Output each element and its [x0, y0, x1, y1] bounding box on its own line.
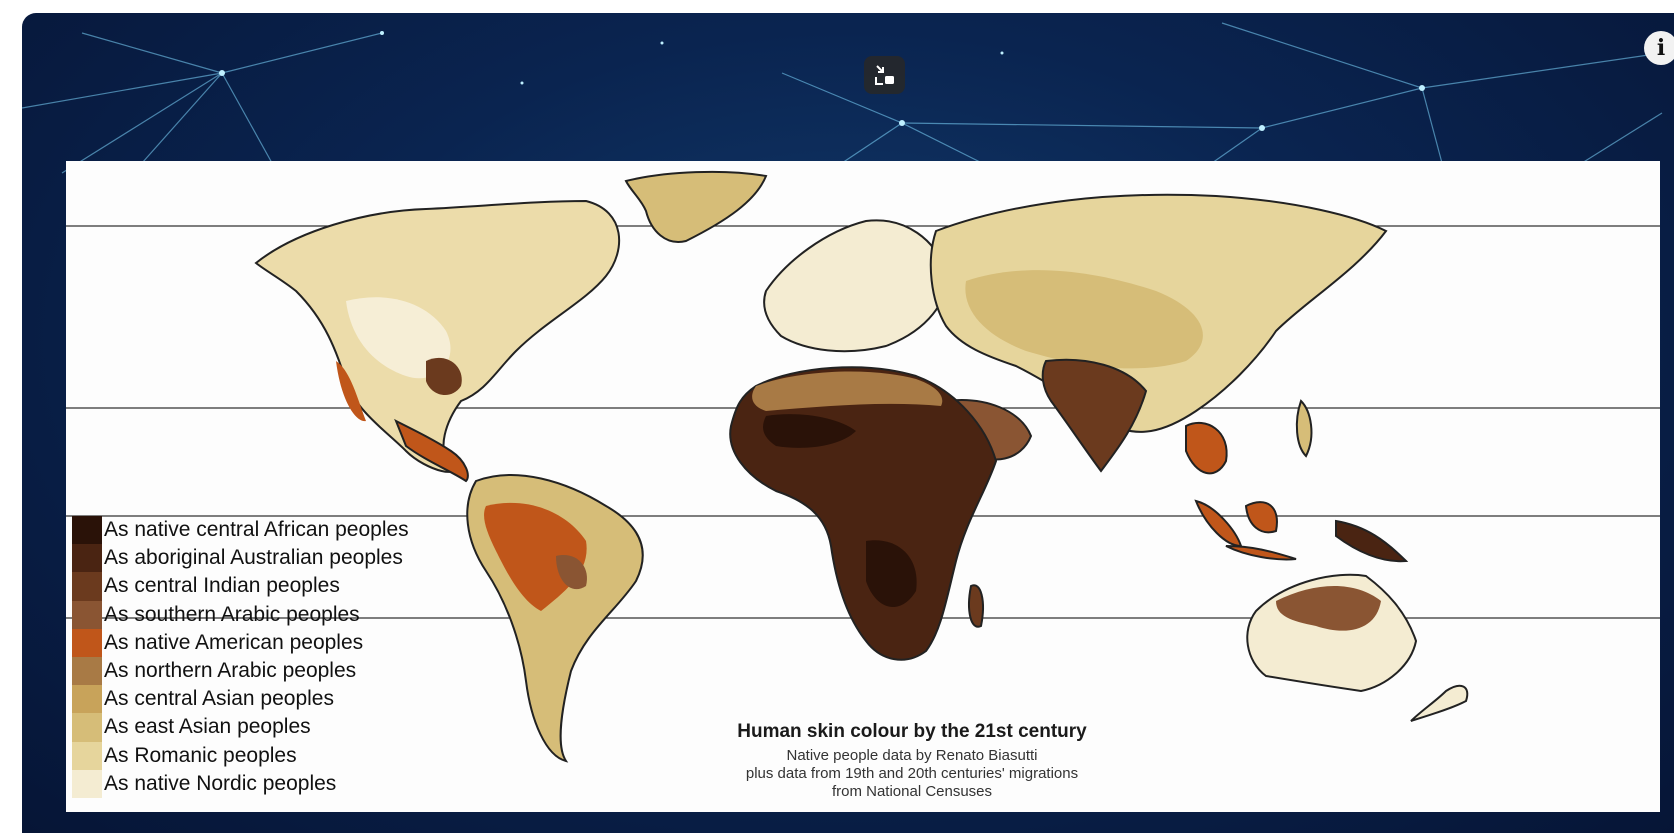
legend-label: As central Asian peoples: [104, 687, 334, 711]
legend-swatch: [72, 600, 102, 629]
legend-item: As southern Arabic peoples: [72, 600, 432, 629]
legend-label: As east Asian peoples: [104, 715, 311, 739]
legend-label: As southern Arabic peoples: [104, 602, 360, 626]
legend-item: As aboriginal Australian peoples: [72, 544, 432, 573]
legend-label: As native central African peoples: [104, 518, 409, 542]
video-frame[interactable]: As native central African peoples As abo…: [22, 13, 1674, 833]
legend-item: As central Asian peoples: [72, 685, 432, 714]
legend-label: As central Indian peoples: [104, 574, 340, 598]
network-background: [22, 22, 1663, 174]
map-subtitle-line: from National Censuses: [831, 783, 993, 800]
legend-swatch: [72, 685, 102, 714]
legend-swatch: [72, 572, 102, 601]
info-icon: i: [1656, 35, 1666, 61]
legend-swatch: [72, 516, 102, 545]
legend-swatch: [72, 769, 102, 798]
greenland: [624, 170, 768, 243]
legend-item: As central Indian peoples: [72, 572, 432, 601]
map-subtitle-line: plus data from 19th and 20th centuries' …: [745, 765, 1079, 782]
legend-swatch: [72, 713, 102, 742]
map-legend: As native central African peoples As abo…: [72, 516, 432, 798]
world-map: [66, 170, 1660, 763]
legend-item: As native central African peoples: [72, 516, 432, 545]
legend-item: As Romanic peoples: [72, 741, 432, 770]
legend-label: As native American peoples: [104, 630, 364, 654]
map-subtitle-line: Native people data by Renato Biasutti: [786, 747, 1038, 764]
legend-label: As northern Arabic peoples: [104, 659, 357, 683]
exit-fullscreen-icon: [874, 65, 894, 85]
map-title: Human skin colour by the 21st century: [737, 721, 1087, 742]
europe: [763, 219, 948, 353]
legend-swatch: [72, 628, 102, 657]
legend-label: As Romanic peoples: [104, 743, 297, 767]
legend-item: As native Nordic peoples: [72, 769, 432, 798]
legend-item: As native American peoples: [72, 628, 432, 657]
legend-swatch: [72, 741, 102, 770]
map-caption: Human skin colour by the 21st century Na…: [652, 721, 1172, 801]
africa: [729, 366, 998, 661]
legend-label: As aboriginal Australian peoples: [104, 546, 403, 570]
legend-label: As native Nordic peoples: [104, 771, 337, 795]
exit-fullscreen-button[interactable]: [864, 56, 905, 94]
legend-swatch: [72, 656, 102, 686]
legend-item: As northern Arabic peoples: [72, 656, 432, 686]
map-slide: As native central African peoples As abo…: [66, 161, 1660, 812]
info-button[interactable]: i: [1644, 31, 1674, 65]
legend-item: As east Asian peoples: [72, 713, 432, 742]
legend-swatch: [72, 544, 102, 573]
